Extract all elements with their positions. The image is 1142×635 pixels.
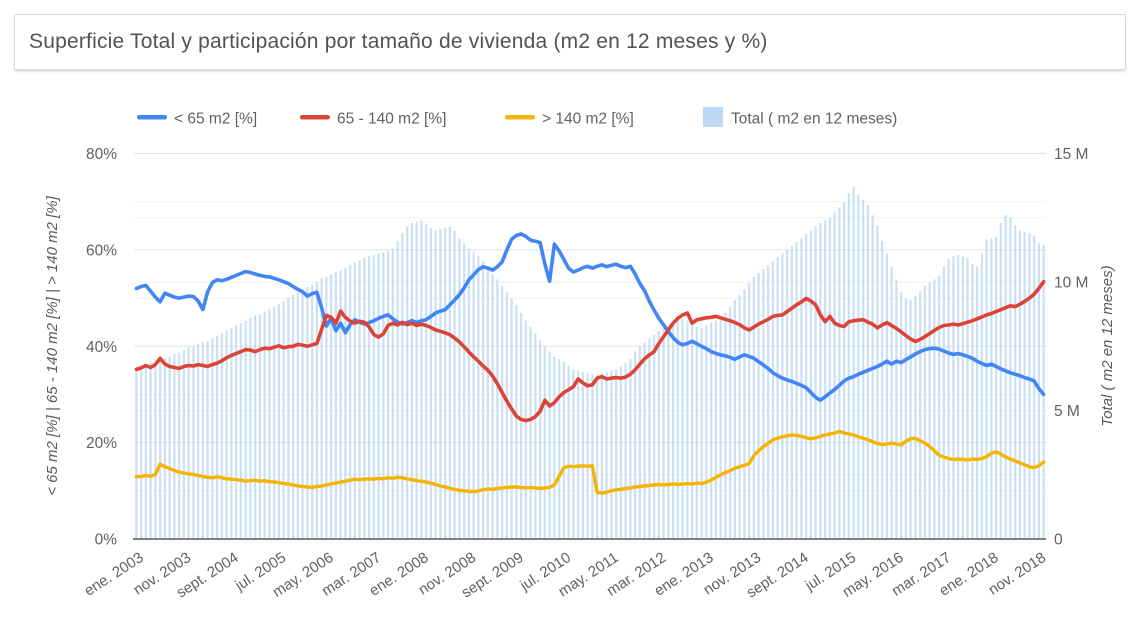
legend-item-1: 65 - 140 m2 [%] bbox=[300, 111, 446, 128]
line-series-2[interactable] bbox=[134, 429, 1046, 495]
legend-item-2: > 140 m2 [%] bbox=[505, 111, 634, 128]
left-axis-ticks: 0% 20% 40% 60% 80% bbox=[86, 146, 117, 549]
svg-text:60%: 60% bbox=[86, 242, 117, 259]
svg-text:40%: 40% bbox=[86, 339, 117, 356]
line-series-1[interactable] bbox=[134, 279, 1046, 423]
svg-text:0%: 0% bbox=[95, 532, 118, 549]
chart-title-card: Superficie Total y participación por tam… bbox=[14, 14, 1126, 70]
svg-text:< 65 m2 [%]: < 65 m2 [%] bbox=[174, 111, 257, 128]
legend: < 65 m2 [%] 65 - 140 m2 [%] > 140 m2 [%] To… bbox=[137, 107, 897, 128]
svg-text:20%: 20% bbox=[86, 435, 117, 452]
bars-total-series[interactable] bbox=[135, 186, 1045, 540]
svg-text:15 M: 15 M bbox=[1054, 146, 1088, 163]
gridlines-minor bbox=[134, 201, 1046, 492]
svg-text:0: 0 bbox=[1054, 532, 1063, 549]
svg-text:> 140 m2 [%]: > 140 m2 [%] bbox=[542, 111, 634, 128]
svg-text:5 M: 5 M bbox=[1054, 403, 1080, 420]
legend-item-0: < 65 m2 [%] bbox=[137, 111, 257, 128]
chart-title: Superficie Total y participación por tam… bbox=[29, 30, 768, 53]
legend-item-3: Total ( m2 en 12 meses) bbox=[703, 107, 897, 128]
right-axis-ticks: 0 5 M 10 M 15 M bbox=[1054, 146, 1088, 549]
svg-text:Total ( m2 en 12 meses): Total ( m2 en 12 meses) bbox=[731, 111, 897, 128]
right-axis-title: Total ( m2 en 12 meses) bbox=[1099, 265, 1116, 426]
line-series-0[interactable] bbox=[134, 232, 1046, 403]
svg-text:10 M: 10 M bbox=[1054, 275, 1088, 292]
svg-text:65 - 140 m2 [%]: 65 - 140 m2 [%] bbox=[337, 111, 446, 128]
left-axis-title: < 65 m2 [%] | 65 - 140 m2 [%] | > 140 m2… bbox=[44, 195, 61, 495]
svg-text:80%: 80% bbox=[86, 146, 117, 163]
